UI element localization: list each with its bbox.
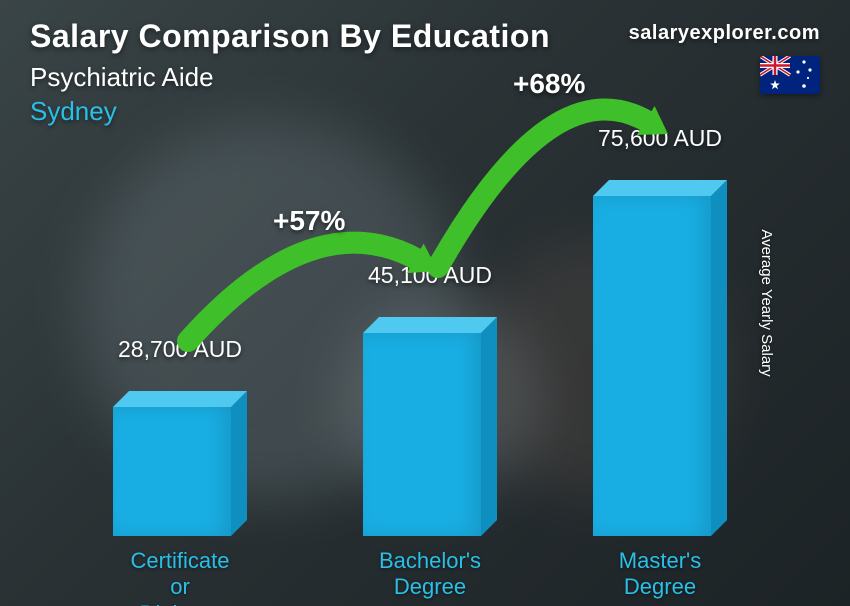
flag-icon — [760, 56, 820, 94]
watermark-text: salaryexplorer.com — [629, 22, 820, 45]
bar-side — [231, 391, 247, 536]
growth-pct-label: +68% — [513, 68, 585, 100]
bar-side — [481, 317, 497, 536]
chart-area: 28,700 AUDCertificate or Diploma45,100 A… — [60, 136, 780, 536]
category-label: Certificate or Diploma — [130, 548, 229, 606]
growth-pct-label: +57% — [273, 205, 345, 237]
bar-top — [113, 391, 247, 407]
chart-location: Sydney — [30, 96, 117, 127]
bar-side — [711, 180, 727, 536]
category-label: Bachelor's Degree — [379, 548, 481, 601]
category-label: Master's Degree — [619, 548, 701, 601]
bar-front — [113, 407, 231, 536]
chart-subtitle: Psychiatric Aide — [30, 62, 214, 93]
infographic-stage: Salary Comparison By Education Psychiatr… — [0, 0, 850, 606]
bar — [113, 391, 247, 536]
